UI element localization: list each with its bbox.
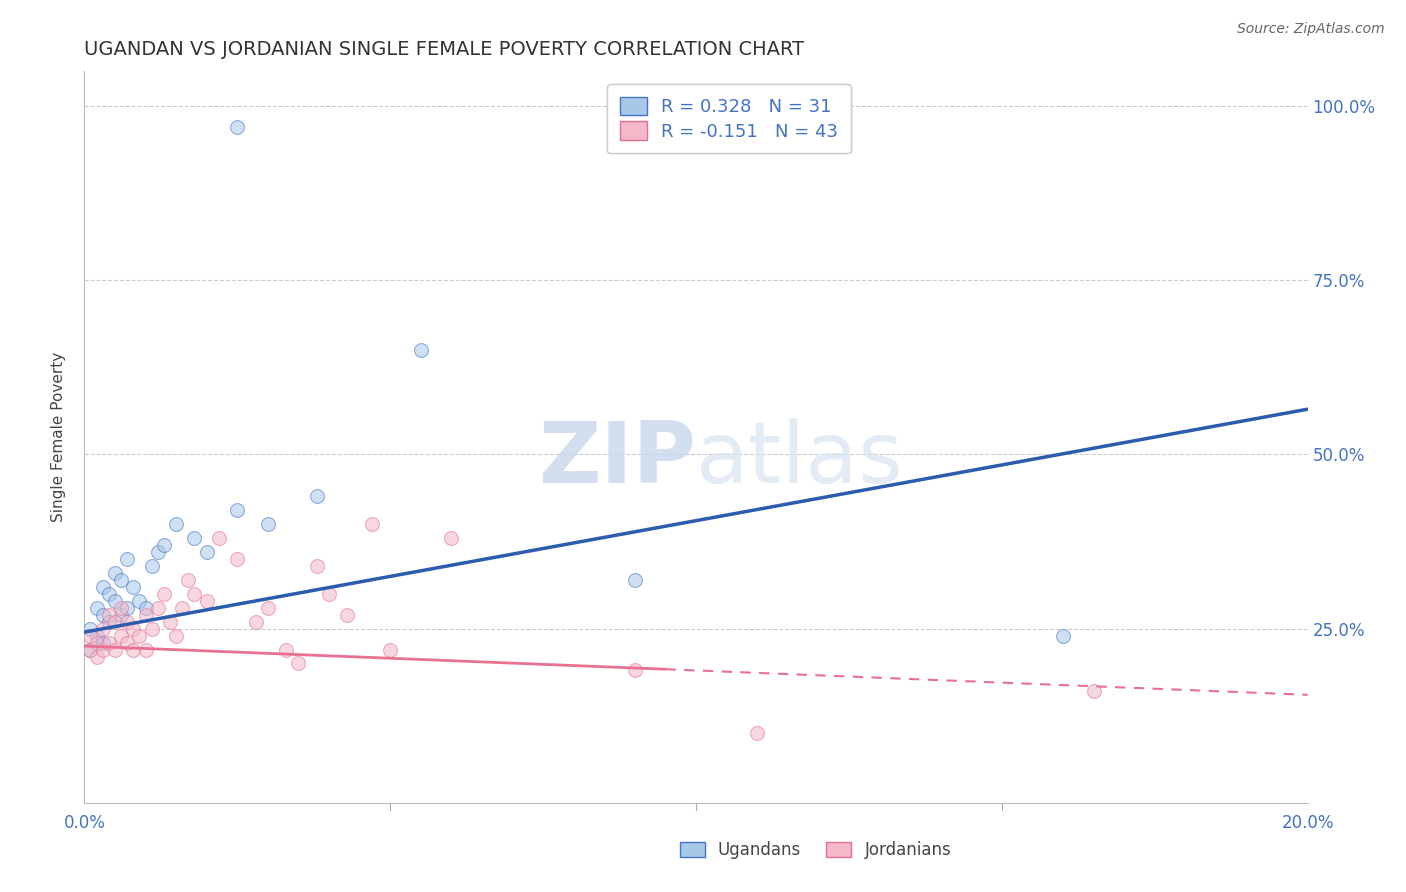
Point <box>195 594 218 608</box>
Point <box>318 587 340 601</box>
Point <box>86 600 108 615</box>
Point <box>183 587 205 601</box>
Point <box>104 594 127 608</box>
Point <box>257 600 280 615</box>
Point <box>104 642 127 657</box>
Point <box>624 573 647 587</box>
Point <box>747 726 769 740</box>
Point <box>122 580 145 594</box>
Legend: R = 0.328   N = 31, R = -0.151   N = 43: R = 0.328 N = 31, R = -0.151 N = 43 <box>607 84 851 153</box>
Y-axis label: Single Female Poverty: Single Female Poverty <box>51 352 66 522</box>
Point <box>135 607 157 622</box>
Point <box>1083 684 1105 698</box>
Point <box>97 587 120 601</box>
Point <box>153 538 176 552</box>
Point <box>153 587 176 601</box>
Point <box>91 607 114 622</box>
Point <box>122 642 145 657</box>
Point <box>287 657 309 671</box>
Point <box>159 615 181 629</box>
Point <box>624 664 647 678</box>
Point <box>305 558 328 573</box>
Point <box>79 629 101 643</box>
Point <box>135 642 157 657</box>
Point <box>177 573 200 587</box>
Point <box>79 642 101 657</box>
Point <box>195 545 218 559</box>
Point <box>146 600 169 615</box>
Point <box>226 120 249 134</box>
Point <box>110 573 132 587</box>
Point <box>128 594 150 608</box>
Point <box>135 600 157 615</box>
Point <box>257 517 280 532</box>
Point <box>91 580 114 594</box>
Point <box>97 635 120 649</box>
Point <box>336 607 359 622</box>
Point <box>276 642 298 657</box>
Point <box>146 545 169 559</box>
Point <box>208 531 231 545</box>
Point <box>115 635 138 649</box>
Point <box>110 607 132 622</box>
Point <box>183 531 205 545</box>
Text: ZIP: ZIP <box>538 417 696 500</box>
Point <box>115 552 138 566</box>
Point <box>97 615 120 629</box>
Point <box>115 600 138 615</box>
Text: atlas: atlas <box>696 417 904 500</box>
Point <box>141 558 163 573</box>
Point <box>122 622 145 636</box>
Point <box>409 343 432 357</box>
Point <box>226 552 249 566</box>
Point <box>1052 629 1074 643</box>
Point <box>380 642 402 657</box>
Point <box>226 503 249 517</box>
Point <box>141 622 163 636</box>
Point <box>245 615 267 629</box>
Text: Source: ZipAtlas.com: Source: ZipAtlas.com <box>1237 22 1385 37</box>
Point <box>305 489 328 503</box>
Point <box>128 629 150 643</box>
Point <box>360 517 382 532</box>
Point <box>104 566 127 580</box>
Point <box>104 615 127 629</box>
Point <box>172 600 194 615</box>
Point <box>97 607 120 622</box>
Point <box>86 635 108 649</box>
Point <box>79 622 101 636</box>
Point <box>165 517 187 532</box>
Point <box>91 642 114 657</box>
Point <box>91 622 114 636</box>
Point <box>110 600 132 615</box>
Text: UGANDAN VS JORDANIAN SINGLE FEMALE POVERTY CORRELATION CHART: UGANDAN VS JORDANIAN SINGLE FEMALE POVER… <box>84 39 804 59</box>
Point <box>115 615 138 629</box>
Point <box>440 531 463 545</box>
Point <box>165 629 187 643</box>
Point <box>79 642 101 657</box>
Point <box>86 629 108 643</box>
Point <box>110 629 132 643</box>
Point <box>86 649 108 664</box>
Point <box>91 635 114 649</box>
Legend: Ugandans, Jordanians: Ugandans, Jordanians <box>673 835 957 866</box>
